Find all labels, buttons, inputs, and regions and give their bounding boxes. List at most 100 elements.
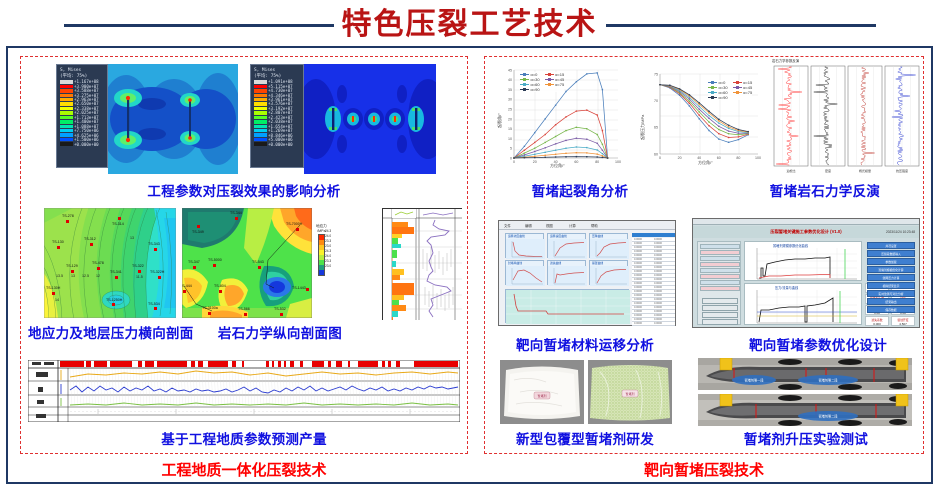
param-form-row[interactable] xyxy=(700,274,740,279)
fea-legend-value: +2.025e+07 xyxy=(74,110,99,116)
param-form-row[interactable] xyxy=(700,286,740,291)
param-form-row[interactable] xyxy=(700,262,740,267)
param-action-button[interactable]: 保存数据 xyxy=(867,306,915,313)
table-row[interactable]: 0.0000 0.0000 xyxy=(632,298,675,302)
param-action-button[interactable]: 缝网压力计算 xyxy=(867,274,915,281)
table-row[interactable]: 0.0000 0.0000 xyxy=(632,270,675,274)
param-form-row[interactable] xyxy=(700,268,740,273)
param-form-row[interactable] xyxy=(700,280,740,285)
param-form-button[interactable] xyxy=(702,305,738,311)
param-action-button[interactable]: 模拟结果显示 xyxy=(867,282,915,289)
param-form-row[interactable] xyxy=(700,250,740,255)
table-row[interactable]: 0.0000 0.0000 xyxy=(632,246,675,250)
chart-series-marker xyxy=(513,157,515,159)
fea-legend-value: +4.730e+07 xyxy=(268,88,293,94)
chart-legend-label: α=90 xyxy=(530,87,540,92)
param-chart-bottom-svg xyxy=(756,290,857,324)
table-cell: 0.0000 xyxy=(634,294,642,297)
table-row[interactable]: 0.0000 0.0000 xyxy=(632,274,675,278)
table-row[interactable]: 0.0000 0.0000 xyxy=(632,310,675,314)
param-form-button[interactable] xyxy=(702,319,738,325)
fea-legend-value: +1.400e+07 xyxy=(74,119,99,125)
param-action-button[interactable]: 参数加载 xyxy=(867,258,915,265)
param-action-button[interactable]: 结果输出 xyxy=(867,298,915,305)
table-row[interactable]: 0.0000 0.0000 xyxy=(632,258,675,262)
table-row[interactable]: 0.0000 0.0000 xyxy=(632,302,675,306)
table-row[interactable]: 0.0000 0.0000 xyxy=(632,266,675,270)
table-cell: 0.0000 xyxy=(654,270,662,273)
param-chart-top[interactable]: 暂堵剂规模参数优化曲线 xyxy=(744,241,862,281)
param-form-row[interactable] xyxy=(700,256,740,261)
table-row[interactable]: 0.0000 0.0000 xyxy=(632,238,675,242)
chart-series-marker xyxy=(575,110,578,112)
photo-pipe-bottom-svg: 暂堵剂第二段 xyxy=(698,394,912,426)
menu-item[interactable]: 编辑 xyxy=(525,224,532,228)
param-software-window[interactable]: 压裂暂堵关键施工参数优化设计 (V1.0) 2023/11/24 10:23:4… xyxy=(692,218,920,328)
table-row[interactable]: 0.0000 0.0000 xyxy=(632,294,675,298)
table-row[interactable]: 0.0000 0.0000 xyxy=(632,242,675,246)
param-action-button[interactable]: 井况设置 xyxy=(867,242,915,249)
param-form-button[interactable] xyxy=(702,298,738,304)
table-cell: 0.0000 xyxy=(634,270,642,273)
param-action-button[interactable]: 暂堵剂规模优化计算 xyxy=(867,266,915,273)
well-marker xyxy=(197,225,200,228)
param-chart-bottom[interactable]: 压力/流量与曲线 xyxy=(744,283,862,325)
fea-swatch xyxy=(254,93,267,98)
transport-mini-chart[interactable]: 封堵率曲线 xyxy=(505,260,545,286)
transport-mini-chart[interactable]: 滤失曲线 xyxy=(547,260,587,286)
well-label: TS-444 xyxy=(182,284,192,288)
param-action-button[interactable]: 压裂段数据输入 xyxy=(867,250,915,257)
param-action-button[interactable]: 实时监测与对比分析 xyxy=(867,290,915,297)
table-row[interactable]: 0.0000 0.0000 xyxy=(632,250,675,254)
param-action-button-label: 模拟结果显示 xyxy=(882,284,900,288)
transport-mini-chart[interactable]: 运移浓度曲线 xyxy=(505,233,545,259)
transport-mini-chart-svg xyxy=(590,266,629,286)
slide-title-bar: 特色压裂工艺技术 xyxy=(0,2,939,48)
colorbar-tick: 23.0 xyxy=(325,264,332,268)
transport-chart-wide[interactable] xyxy=(505,289,630,324)
table-cell: 0.0000 xyxy=(654,262,662,265)
menu-item[interactable]: 计算 xyxy=(569,224,576,228)
fea-legend-a-avg: (平均: 75%) xyxy=(60,73,88,79)
table-row[interactable]: 0.0000 0.0000 xyxy=(632,322,675,326)
chart1-xlabel: 方位角/° xyxy=(550,163,565,168)
fea-legend-value: +2.038e+07 xyxy=(268,119,293,125)
table-row[interactable]: 0.0000 0.0000 xyxy=(632,254,675,258)
menu-item[interactable]: 视图 xyxy=(546,224,553,228)
param-form-panel[interactable] xyxy=(697,241,741,325)
chart-series-marker xyxy=(554,143,557,145)
menu-item[interactable]: 帮助 xyxy=(591,224,598,228)
table-row[interactable]: 0.0000 0.0000 xyxy=(632,286,675,290)
param-software-title: 压裂暂堵关键施工参数优化设计 (V1.0) xyxy=(770,229,842,234)
chart-series-marker xyxy=(688,94,691,96)
table-row[interactable]: 0.0000 0.0000 xyxy=(632,290,675,294)
colorbar-tick: 23.3 xyxy=(325,259,332,263)
transport-mini-chart[interactable]: 压降曲线 xyxy=(589,233,629,259)
chart-series-marker xyxy=(606,157,609,159)
table-row[interactable]: 0.0000 0.0000 xyxy=(632,306,675,310)
chart-series-marker xyxy=(534,147,536,149)
table-cell: 0.0000 xyxy=(654,238,662,241)
param-form-button[interactable] xyxy=(702,312,738,318)
fea-legend-value: +1.654e+07 xyxy=(268,123,293,129)
table-cell: 0.0000 xyxy=(634,262,642,265)
transport-mini-chart[interactable]: 铺置曲线 xyxy=(589,260,629,286)
table-row[interactable]: 0.0000 0.0000 xyxy=(632,314,675,318)
transport-menubar[interactable]: 文件 编辑 视图 计算 帮助 xyxy=(499,221,675,230)
fea-swatch xyxy=(60,111,73,116)
colorbar-ticks: 24.3 24.0 23.3 23.0 24.3 24.0 23.3 23.0 xyxy=(325,229,331,269)
table-row[interactable]: 0.0000 0.0000 xyxy=(632,262,675,266)
param-titlebar[interactable] xyxy=(693,219,919,225)
transport-mini-chart[interactable]: 运移速度曲线 xyxy=(547,233,587,259)
table-row[interactable]: 0.0000 0.0000 xyxy=(632,278,675,282)
menu-item[interactable]: 文件 xyxy=(504,224,511,228)
param-action-button-label: 保存数据 xyxy=(885,308,897,312)
table-row[interactable]: 0.0000 0.0000 xyxy=(632,282,675,286)
param-form-row[interactable] xyxy=(700,244,740,249)
chart-series-marker xyxy=(565,139,567,142)
table-row[interactable]: 0.0000 0.0000 xyxy=(632,318,675,322)
transport-software-window[interactable]: 文件 编辑 视图 计算 帮助 运移浓度曲线 运移速度曲线 压降曲线封堵率曲线 滤失曲线… xyxy=(498,220,676,326)
well-marker xyxy=(280,313,283,316)
well-marker xyxy=(258,266,261,269)
transport-wide-svg xyxy=(506,290,630,324)
